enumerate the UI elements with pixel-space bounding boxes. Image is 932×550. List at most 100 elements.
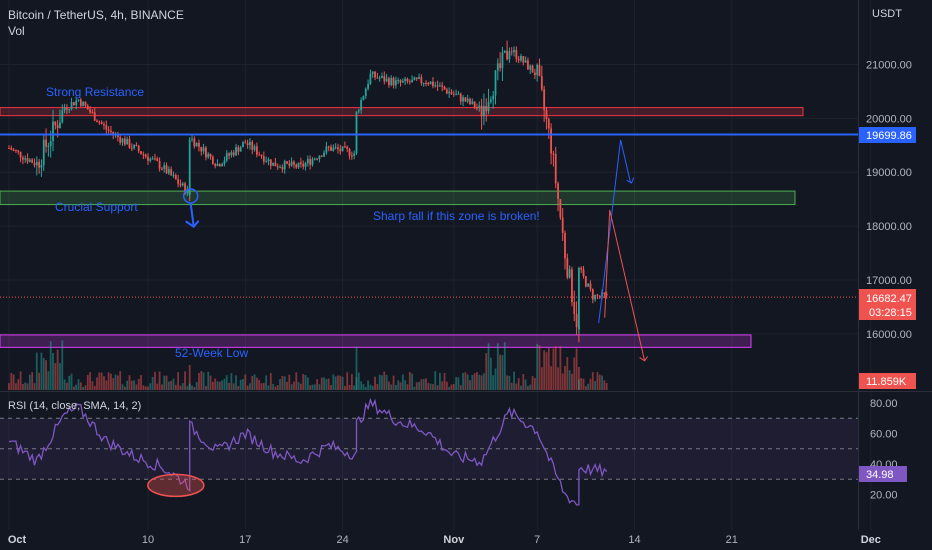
candle-body — [325, 146, 328, 153]
volume-bar — [202, 372, 205, 390]
volume-bar — [429, 383, 432, 390]
candle-body — [478, 105, 481, 108]
volume-bar — [52, 352, 54, 390]
candle-body — [281, 167, 284, 170]
candle-body — [443, 86, 446, 90]
volume-bar — [404, 380, 407, 390]
price-tick-label: 18000.00 — [866, 221, 912, 233]
volume-bar — [177, 372, 180, 390]
volume-bar — [242, 379, 244, 390]
candle-body — [121, 138, 124, 143]
candle-body — [181, 183, 184, 186]
candle-body — [75, 100, 78, 106]
candle-body — [589, 283, 592, 290]
candle-body — [492, 95, 495, 100]
candles — [8, 40, 608, 343]
candle-body — [91, 112, 94, 114]
candle-body — [552, 153, 555, 155]
volume-bar — [42, 358, 45, 390]
time-tick-label: 17 — [239, 534, 251, 546]
volume-bar — [133, 380, 135, 390]
candle-body — [545, 110, 548, 120]
candle-body — [174, 175, 177, 180]
candle-body — [38, 161, 41, 168]
volume-bar — [72, 386, 75, 390]
candle-body — [253, 146, 256, 150]
candle-body — [230, 152, 233, 156]
volume-bar — [283, 376, 286, 390]
volume-bar — [59, 363, 61, 390]
resistance-zone[interactable] — [0, 107, 804, 117]
candle-body — [98, 122, 101, 124]
candle-body — [436, 85, 439, 87]
price-axis[interactable]: 21000.00 20000.00 19000.00 18000.00 17000.00… — [866, 60, 912, 341]
candle-body — [214, 164, 217, 166]
volume-bar — [383, 371, 386, 390]
volume-bar — [578, 367, 580, 390]
candle-body — [12, 149, 15, 151]
candle-body — [457, 93, 460, 95]
candle-body — [144, 154, 147, 157]
price-tick-label: 19000.00 — [866, 167, 912, 179]
volume-bar — [341, 376, 344, 390]
volume-bar — [450, 384, 453, 390]
support-zone[interactable] — [0, 190, 796, 206]
volume-bar — [237, 385, 240, 390]
volume-bar — [228, 382, 230, 390]
candle-body — [399, 80, 402, 83]
volume-bar — [221, 380, 224, 390]
volume-bar — [167, 381, 170, 390]
candle-body — [188, 139, 191, 195]
rsi-tick-label: 20.00 — [870, 490, 898, 502]
candle-body — [82, 101, 85, 106]
volume-bar — [529, 384, 532, 390]
volume-bar — [355, 377, 358, 390]
support-touch-circle — [182, 188, 199, 204]
volume-bar — [522, 373, 525, 390]
volume-bar — [406, 384, 409, 390]
time-axis[interactable]: Oct 10 17 24 Nov 7 14 21 Dec — [8, 534, 881, 546]
volume-bar — [253, 374, 256, 390]
candle-body — [571, 269, 573, 303]
volume-bar — [79, 382, 82, 390]
candle-body — [191, 138, 193, 140]
candle-body — [184, 183, 186, 194]
candle-body — [448, 91, 451, 94]
volume-bar — [112, 378, 115, 390]
volume-bar — [415, 382, 418, 390]
volume-bar — [142, 385, 145, 390]
candle-body — [344, 146, 346, 148]
volume-bar — [390, 384, 393, 390]
volume-bar — [47, 371, 50, 390]
volume-bar — [455, 376, 458, 390]
candle-body — [418, 77, 420, 79]
candle-body — [255, 146, 258, 155]
candle-body — [154, 158, 156, 160]
volume-bar — [216, 381, 219, 390]
volume-bar — [547, 348, 550, 390]
candle-body — [246, 143, 249, 146]
candle-body — [390, 78, 393, 86]
volume-bar — [350, 374, 353, 390]
volume-bar — [578, 379, 580, 390]
candle-body — [22, 157, 24, 160]
candle-body — [327, 146, 330, 148]
candle-body — [459, 93, 462, 102]
volume-bar — [218, 381, 221, 390]
volume-bar — [378, 374, 381, 390]
candle-body — [476, 107, 478, 109]
candle-body — [77, 99, 80, 101]
candle-body — [283, 161, 286, 170]
candle-body — [251, 141, 254, 150]
candle-body — [19, 151, 22, 158]
candle-body — [547, 119, 550, 129]
candle-body — [70, 102, 73, 110]
volume-bar — [320, 377, 323, 390]
volume-bar — [582, 378, 585, 390]
candle-body — [52, 121, 54, 142]
volume-bar — [397, 380, 400, 390]
week-low-zone[interactable] — [0, 334, 752, 348]
bearish-scenario-path — [604, 209, 646, 361]
